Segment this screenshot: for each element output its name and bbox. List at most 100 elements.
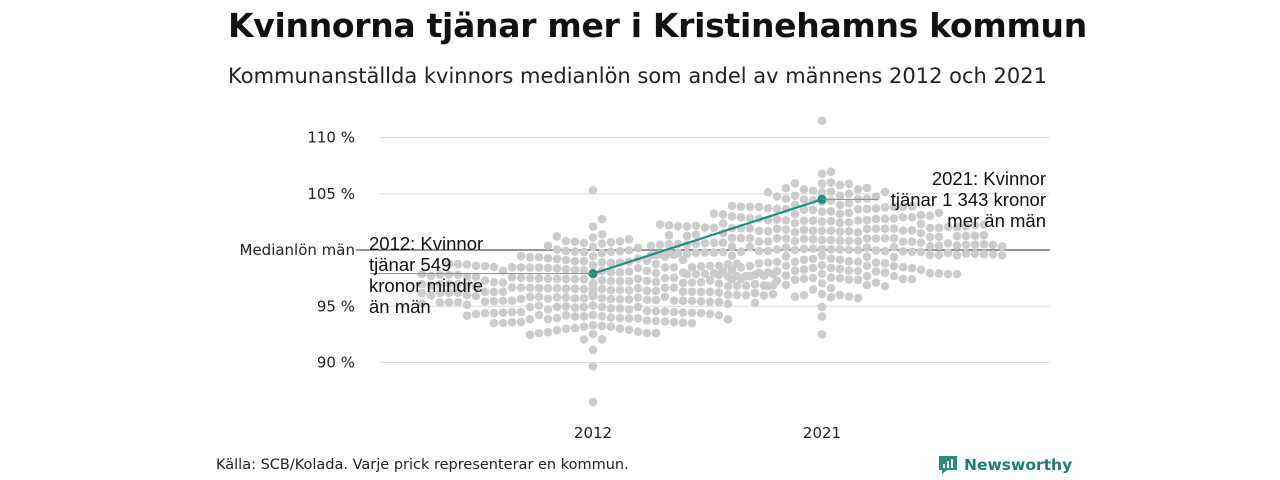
municipality-dot <box>898 213 908 222</box>
municipality-dot <box>745 233 755 243</box>
municipality-dot <box>745 242 755 252</box>
municipality-dot <box>507 283 517 292</box>
municipality-dot <box>763 203 773 213</box>
municipality-dot <box>952 241 962 250</box>
municipality-dot <box>507 263 517 272</box>
municipality-dot <box>570 323 580 333</box>
municipality-dot <box>525 302 535 312</box>
municipality-dot <box>588 251 598 261</box>
y-tick-label: 95 % <box>317 297 355 315</box>
municipality-dot <box>579 312 589 321</box>
municipality-dot <box>615 237 625 246</box>
municipality-dot <box>880 246 890 256</box>
municipality-dot <box>772 224 782 234</box>
municipality-dot <box>889 261 899 271</box>
municipality-dot <box>588 222 598 231</box>
municipality-dot <box>799 195 809 204</box>
municipality-dot <box>606 294 616 304</box>
municipality-dot <box>768 289 778 299</box>
municipality-dot <box>772 257 782 267</box>
municipality-dot <box>862 215 872 225</box>
municipality-dot <box>835 209 845 219</box>
municipality-dot <box>498 296 508 306</box>
municipality-dot <box>543 314 553 324</box>
municipality-dot <box>691 269 701 279</box>
municipality-dot <box>453 288 463 297</box>
municipality-dot <box>808 186 818 196</box>
municipality-dot <box>754 259 764 268</box>
municipality-dot <box>570 274 580 284</box>
municipality-dot <box>489 277 499 287</box>
municipality-dot <box>633 283 643 293</box>
municipality-dot <box>907 212 917 222</box>
municipality-dot <box>417 289 427 298</box>
municipality-dot <box>651 286 661 296</box>
municipality-dot <box>624 305 634 314</box>
municipality-dot <box>934 232 944 242</box>
municipality-dot <box>489 287 499 297</box>
municipality-dot <box>718 247 728 257</box>
municipality-dot <box>561 274 571 284</box>
municipality-dot <box>889 252 899 262</box>
municipality-dot <box>700 269 710 279</box>
municipality-dot <box>570 237 580 246</box>
municipality-dot <box>835 245 845 254</box>
municipality-dot <box>817 217 827 226</box>
municipality-dot <box>880 233 890 243</box>
municipality-dot <box>844 179 854 189</box>
municipality-dot <box>597 275 607 285</box>
municipality-dot <box>817 251 827 260</box>
municipality-dot <box>678 255 688 265</box>
municipality-dot <box>772 245 782 254</box>
municipality-dot <box>970 249 980 259</box>
municipality-dot <box>624 286 634 295</box>
municipality-dot <box>480 297 490 306</box>
municipality-dot <box>943 222 953 232</box>
municipality-dot <box>862 261 872 271</box>
municipality-dot <box>624 276 634 286</box>
municipality-dot <box>615 276 625 286</box>
municipality-dot <box>750 298 760 308</box>
municipality-dot <box>817 116 827 125</box>
municipality-dot <box>763 268 773 277</box>
municipality-dot <box>696 297 706 306</box>
municipality-dot <box>781 183 791 193</box>
municipality-dot <box>678 318 688 327</box>
municipality-dot <box>606 267 616 277</box>
municipality-dot <box>817 289 827 299</box>
municipality-dot <box>507 307 517 317</box>
municipality-dot <box>871 258 881 267</box>
municipality-dot <box>853 227 863 237</box>
municipality-dot <box>844 292 854 301</box>
municipality-dot <box>682 231 692 241</box>
municipality-dot <box>606 313 616 322</box>
municipality-dot <box>736 233 746 243</box>
municipality-dot <box>754 202 764 212</box>
municipality-dot <box>696 287 706 297</box>
municipality-dot <box>664 248 674 258</box>
municipality-dot <box>772 192 782 201</box>
municipality-dot <box>916 228 926 238</box>
x-tick-label: 2021 <box>803 424 841 442</box>
municipality-dot <box>934 241 944 251</box>
municipality-dot <box>997 251 1007 260</box>
municipality-dot <box>862 280 872 290</box>
municipality-dot <box>790 292 800 301</box>
municipality-dot <box>525 292 535 301</box>
municipality-dot <box>597 334 607 344</box>
municipality-dot <box>534 252 544 262</box>
municipality-dot <box>880 187 890 197</box>
municipality-dot <box>462 311 472 320</box>
municipality-dot <box>799 290 809 300</box>
municipality-dot <box>781 194 791 203</box>
municipality-dot <box>543 253 553 263</box>
municipality-dot <box>790 236 800 246</box>
municipality-dot <box>844 199 854 208</box>
municipality-dot <box>934 223 944 233</box>
municipality-dot <box>826 273 836 282</box>
brand-logo[interactable]: Newsworthy <box>938 455 1072 475</box>
municipality-dot <box>525 263 535 272</box>
municipality-dot <box>790 266 800 275</box>
municipality-dot <box>889 242 899 252</box>
municipality-dot <box>754 237 764 246</box>
